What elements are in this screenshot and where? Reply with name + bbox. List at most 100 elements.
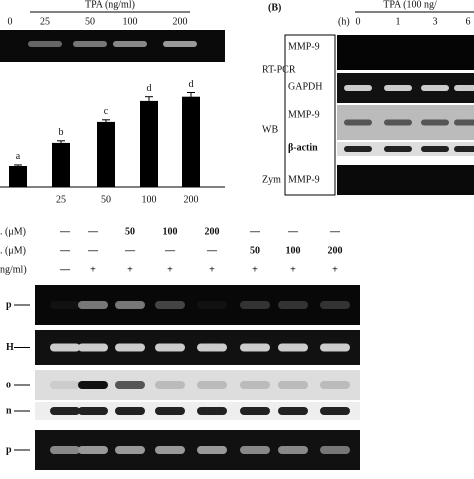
annotation: a (16, 151, 21, 162)
band (344, 119, 372, 126)
band (155, 446, 185, 454)
gel-header: TPA (100 ng/ (383, 0, 437, 10)
band (197, 381, 227, 389)
annotation: d (147, 83, 152, 94)
condition: — (124, 245, 136, 256)
band (320, 446, 350, 454)
band (454, 119, 474, 126)
gel-label: n (6, 405, 12, 416)
annotation: d (189, 79, 194, 90)
band (115, 343, 145, 352)
panel-label: (B) (268, 2, 281, 13)
lane-label: 200 (173, 16, 188, 27)
condition: 200 (328, 245, 343, 256)
band (50, 301, 80, 309)
band (240, 381, 270, 389)
band (28, 41, 62, 47)
condition: 100 (286, 245, 301, 256)
annotation: c (104, 106, 109, 117)
row-label: . (μM) (0, 245, 26, 256)
condition: — (206, 245, 218, 256)
band (421, 146, 449, 152)
condition: — (59, 245, 71, 256)
band (50, 381, 80, 389)
band (197, 407, 227, 415)
condition: — (87, 245, 99, 256)
gel-header: TPA (ng/ml) (85, 0, 135, 10)
band (278, 381, 308, 389)
band (113, 41, 147, 47)
gel-label: p (6, 444, 12, 455)
band (50, 446, 80, 454)
band (197, 446, 227, 454)
band (278, 446, 308, 454)
lane-label: 100 (123, 16, 138, 27)
band (384, 85, 412, 91)
lane-label: 50 (85, 16, 95, 27)
condition: + (127, 264, 133, 275)
band (155, 343, 185, 352)
band (240, 343, 270, 352)
band (421, 85, 449, 91)
gel (337, 165, 474, 195)
band (115, 407, 145, 415)
condition: + (252, 264, 258, 275)
condition: 200 (205, 226, 220, 237)
gel-label: p (6, 299, 12, 310)
condition: — (249, 226, 261, 237)
group-label: WB (262, 124, 278, 135)
lane-label: 6 (466, 16, 471, 27)
x-tick-label: 50 (101, 194, 111, 205)
band (320, 381, 350, 389)
band (50, 343, 80, 352)
band (155, 381, 185, 389)
band (115, 301, 145, 309)
band (320, 301, 350, 309)
bar (140, 100, 158, 187)
gel-label: o (6, 379, 11, 390)
row-label: . (μM) (0, 226, 26, 237)
band (240, 301, 270, 309)
condition: — (164, 245, 176, 256)
row-label: GAPDH (288, 81, 322, 92)
row-label: MMP-9 (288, 41, 320, 52)
condition: + (209, 264, 215, 275)
band (50, 407, 80, 415)
band (344, 146, 372, 152)
x-tick-label: 100 (142, 194, 157, 205)
gel (337, 35, 474, 70)
group-label: RT-PCR (262, 64, 296, 75)
annotation: b (59, 127, 64, 138)
band (240, 407, 270, 415)
band (454, 85, 474, 91)
band (320, 343, 350, 352)
condition: + (332, 264, 338, 275)
row-label: β-actin (288, 142, 318, 153)
x-tick-label: 200 (184, 194, 199, 205)
condition: 50 (250, 245, 260, 256)
lane-label: 1 (396, 16, 401, 27)
band (278, 343, 308, 352)
condition: 50 (125, 226, 135, 237)
bar (182, 96, 200, 187)
condition: + (167, 264, 173, 275)
band (78, 407, 108, 415)
label-box (284, 34, 336, 196)
condition: — (287, 226, 299, 237)
time-unit: (h) (338, 16, 350, 27)
condition: + (90, 264, 96, 275)
row-label: ng/ml) (0, 264, 27, 275)
band (78, 381, 108, 389)
lane-label: 3 (433, 16, 438, 27)
lane-label: 0 (356, 16, 361, 27)
band (421, 119, 449, 126)
band (344, 85, 372, 91)
band (73, 41, 107, 47)
row-label: MMP-9 (288, 174, 320, 185)
row-label: MMP-9 (288, 109, 320, 120)
lane-label: 0 (8, 16, 13, 27)
band (454, 146, 474, 152)
band (155, 407, 185, 415)
condition: 100 (163, 226, 178, 237)
